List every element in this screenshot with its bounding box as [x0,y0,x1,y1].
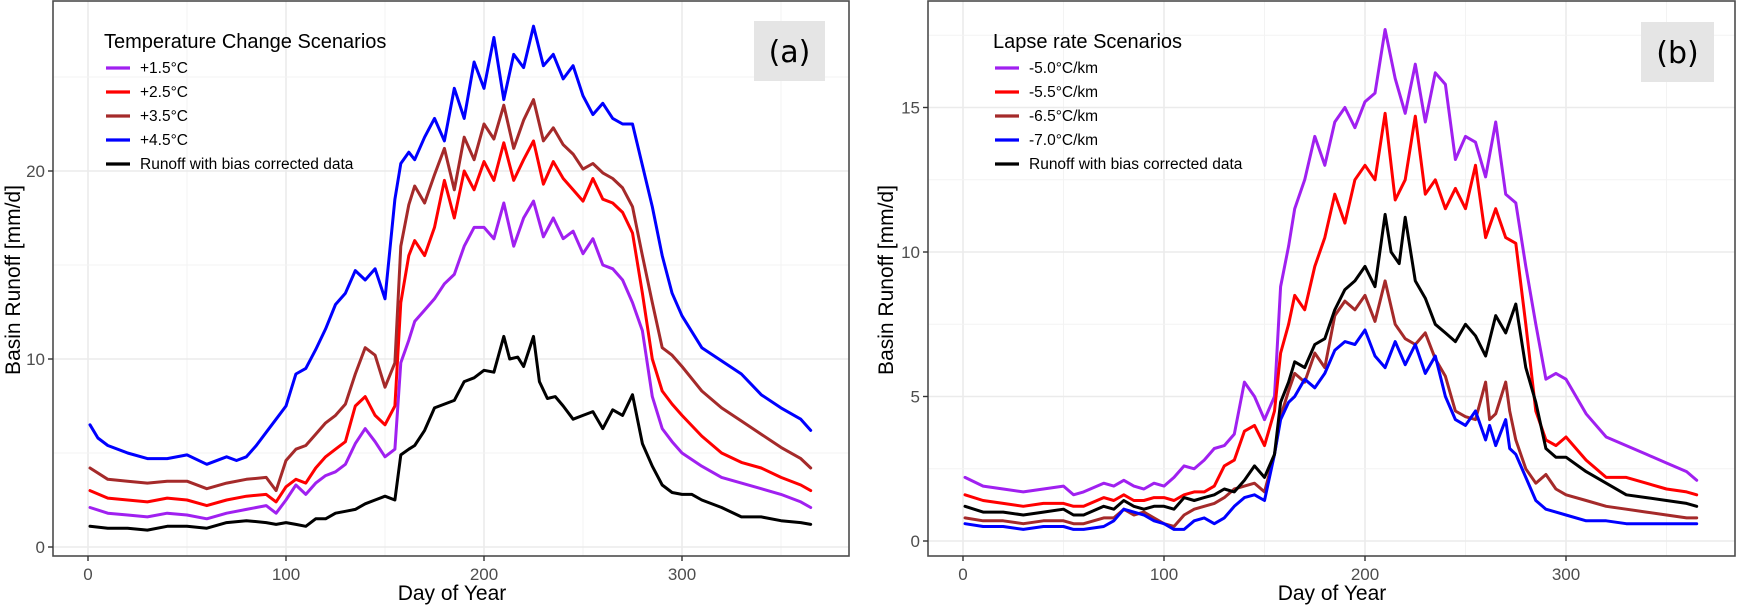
legend-entry-label: +4.5°C [140,132,188,149]
y-tick-label: 5 [911,388,920,407]
series-line-3-5-c [88,98,813,493]
legend-entry-label: Runoff with bias corrected data [1029,156,1243,173]
y-tick-label: 0 [36,538,45,557]
y-tick-label: 10 [901,243,920,262]
series-line-runoff-with-bias-corrected-data [963,212,1699,517]
y-tick-label: 20 [26,162,45,181]
x-tick-label: 300 [1552,565,1580,584]
panel-a-legend-title: Temperature Change Scenarios [104,31,386,53]
panel-b-legend: Lapse rate Scenarios -5.0°C/km -5.5°C/km -… [993,31,1243,173]
panel-a-label-box: (a) [754,21,825,81]
panel-b-axes: 0 100 200 300 0 5 10 15 [901,99,1580,585]
x-tick-label: 0 [958,565,967,584]
panel-a-x-axis-title: Day of Year [398,582,507,605]
legend-entry-label: +2.5°C [140,84,188,101]
panel-b-series [963,28,1699,531]
panel-a-frame [52,0,850,557]
panel-a-legend: Temperature Change Scenarios +1.5°C +2.5°… [104,31,386,173]
legend-entry-label: -7.0°C/km [1029,132,1098,149]
panel-b-label-background [1641,22,1714,82]
x-tick-label: 0 [83,565,92,584]
series-line-6-5-c-km [963,279,1699,528]
panel-a-label: (a) [769,35,811,70]
panel-b-background [928,1,1735,556]
y-tick-label: 10 [26,350,45,369]
legend-entry-label: -5.5°C/km [1029,84,1098,101]
series-line-2-5-c [88,139,813,508]
series-line-runoff-with-bias-corrected-data [88,334,813,532]
legend-entry-label: +1.5°C [140,60,188,77]
panel-b-legend-title: Lapse rate Scenarios [993,31,1182,53]
x-tick-label: 200 [1351,565,1379,584]
panel-b-frame [927,0,1736,557]
panel-a-label-background [754,21,825,81]
legend-entry-label: -6.5°C/km [1029,108,1098,125]
series-line-5-0-c-km [963,28,1699,497]
panel-b-y-axis-title: Basin Runoff [mm/d] [875,185,898,375]
panel-b-label: (b) [1656,36,1698,71]
x-tick-label: 100 [272,565,300,584]
panel-a-axes: 0 100 200 300 0 10 20 [26,162,696,584]
panel-a: 0 100 200 300 0 10 20 Day of Year Basin Runoff… [2,0,850,605]
panel-b-x-axis-title: Day of Year [1278,582,1387,605]
legend-entry-label: +3.5°C [140,108,188,125]
x-tick-label: 300 [668,565,696,584]
panel-a-y-axis-title: Basin Runoff [mm/d] [2,185,25,375]
legend-entry-label: Runoff with bias corrected data [140,156,354,173]
series-line-1-5-c [88,199,813,521]
panel-b-label-box: (b) [1641,22,1714,82]
y-tick-label: 0 [911,532,920,551]
panel-b: 0 100 200 300 0 5 10 15 Day of Year Basin Runof… [875,0,1736,605]
y-tick-label: 15 [901,99,920,118]
series-line-5-5-c-km [963,111,1699,508]
legend-entry-label: -5.0°C/km [1029,60,1098,77]
panel-a-series [88,24,813,532]
series-line-4-5-c [88,24,813,466]
x-tick-label: 100 [1150,565,1178,584]
series-line-7-0-c-km [963,328,1699,531]
x-tick-label: 200 [470,565,498,584]
